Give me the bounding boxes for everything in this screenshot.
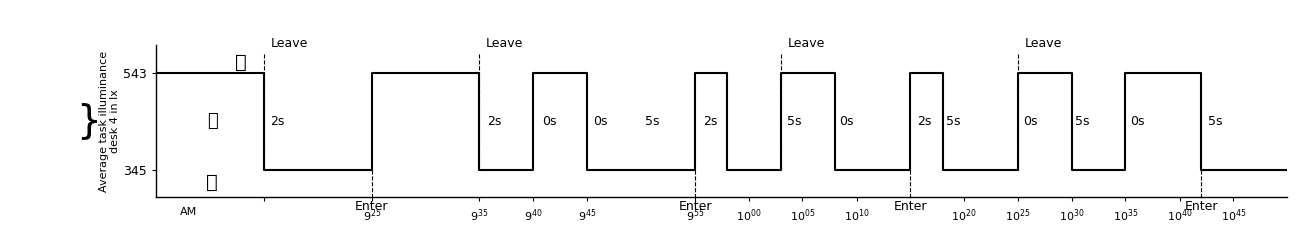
Text: 0s: 0s xyxy=(838,115,854,128)
Text: 5s: 5s xyxy=(1075,115,1089,128)
Text: $9^{55}$: $9^{55}$ xyxy=(686,207,705,224)
Text: Enter: Enter xyxy=(679,200,712,213)
Text: 2s: 2s xyxy=(488,115,502,128)
Text: $9^{45}$: $9^{45}$ xyxy=(578,207,597,224)
Text: $9^{35}$: $9^{35}$ xyxy=(469,207,489,224)
Text: 🚶: 🚶 xyxy=(207,173,218,193)
Text: 5s: 5s xyxy=(645,115,659,128)
Text: 0s: 0s xyxy=(542,115,556,128)
Text: Enter: Enter xyxy=(1184,200,1218,213)
Text: Enter: Enter xyxy=(355,200,389,213)
Text: 5s: 5s xyxy=(946,115,961,128)
Text: $10^{30}$: $10^{30}$ xyxy=(1060,207,1084,224)
Text: $10^{25}$: $10^{25}$ xyxy=(1005,207,1031,224)
Text: $10^{40}$: $10^{40}$ xyxy=(1167,207,1192,224)
Text: 💡: 💡 xyxy=(207,112,217,131)
Text: 5s: 5s xyxy=(788,115,802,128)
Y-axis label: Average task illuminance
desk 4 in lx: Average task illuminance desk 4 in lx xyxy=(99,50,121,192)
Text: $9^{40}$: $9^{40}$ xyxy=(524,207,542,224)
Text: 5s: 5s xyxy=(1208,115,1222,128)
Text: $10^{00}$: $10^{00}$ xyxy=(736,207,762,224)
Text: $10^{20}$: $10^{20}$ xyxy=(952,207,976,224)
Text: Enter: Enter xyxy=(893,200,927,213)
Text: $10^{45}$: $10^{45}$ xyxy=(1221,207,1247,224)
Text: 2s: 2s xyxy=(270,115,285,128)
Text: Leave: Leave xyxy=(270,37,308,50)
Text: 0s: 0s xyxy=(594,115,608,128)
Text: 2s: 2s xyxy=(916,115,931,128)
Text: $10^{35}$: $10^{35}$ xyxy=(1113,207,1139,224)
Text: AM: AM xyxy=(179,207,196,217)
Text: Leave: Leave xyxy=(1024,37,1062,50)
Text: Leave: Leave xyxy=(788,37,824,50)
Text: 0s: 0s xyxy=(1130,115,1144,128)
Text: 2s: 2s xyxy=(703,115,718,128)
Text: 0s: 0s xyxy=(1023,115,1037,128)
Text: }: } xyxy=(75,102,100,140)
Text: Leave: Leave xyxy=(486,37,523,50)
Text: $10^{05}$: $10^{05}$ xyxy=(789,207,815,224)
Text: $10^{10}$: $10^{10}$ xyxy=(844,207,870,224)
Text: $9^{25}$: $9^{25}$ xyxy=(363,207,381,224)
Text: 🚶: 🚶 xyxy=(235,53,247,72)
